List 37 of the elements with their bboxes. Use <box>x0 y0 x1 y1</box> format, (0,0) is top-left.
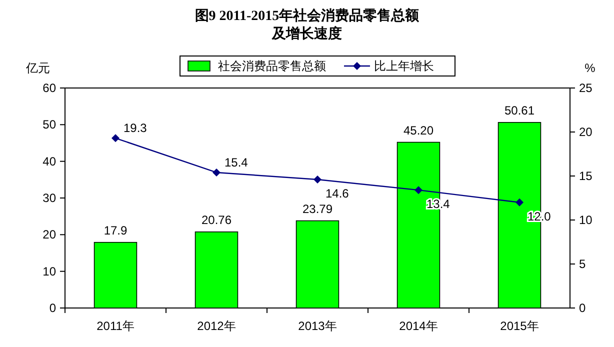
data-label: 20.76 <box>201 212 232 227</box>
x-tick-label: 2013年 <box>298 319 337 333</box>
data-label: 23.79 <box>302 202 333 216</box>
y2-tick-label: 10 <box>579 213 593 227</box>
y2-tick-label: 15 <box>579 169 593 183</box>
point <box>516 198 524 206</box>
x-tick-label: 2011年 <box>96 319 134 333</box>
y2-tick-label: 5 <box>579 257 586 271</box>
y2-tick-label: 20 <box>579 125 593 139</box>
y2-axis-title: % <box>584 61 596 75</box>
x-tick-label: 2014年 <box>399 319 438 333</box>
chart-subtitle: 及增长速度 <box>271 25 342 42</box>
y-tick-label: 30 <box>42 191 56 205</box>
y2-tick-label: 25 <box>579 81 593 95</box>
data-label: 14.6 <box>326 186 350 201</box>
legend-label: 比上年增长 <box>374 59 434 73</box>
data-label: 17.9 <box>104 223 128 238</box>
x-tick-label: 2012年 <box>197 319 236 333</box>
y-tick-label: 50 <box>42 118 56 132</box>
y-tick-label: 20 <box>42 228 56 242</box>
point <box>314 176 322 184</box>
y2-tick-label: 0 <box>579 301 586 315</box>
data-label: 19.3 <box>124 121 148 136</box>
point <box>212 168 220 176</box>
y-tick-label: 10 <box>42 264 56 278</box>
legend-label: 社会消费品零售总额 <box>218 59 326 73</box>
data-label: 15.4 <box>224 155 248 170</box>
y-tick-label: 60 <box>42 81 56 95</box>
data-label: 50.61 <box>504 103 535 118</box>
y-tick-label: 0 <box>49 301 56 315</box>
point <box>414 186 422 194</box>
chart-title: 图9 2011-2015年社会消费品零售总额 <box>194 7 420 24</box>
data-label: 45.20 <box>403 123 434 138</box>
point <box>112 134 120 142</box>
y-axis-title: 亿元 <box>25 61 50 75</box>
y-tick-label: 40 <box>42 154 56 168</box>
x-tick-label: 2015年 <box>500 319 539 333</box>
